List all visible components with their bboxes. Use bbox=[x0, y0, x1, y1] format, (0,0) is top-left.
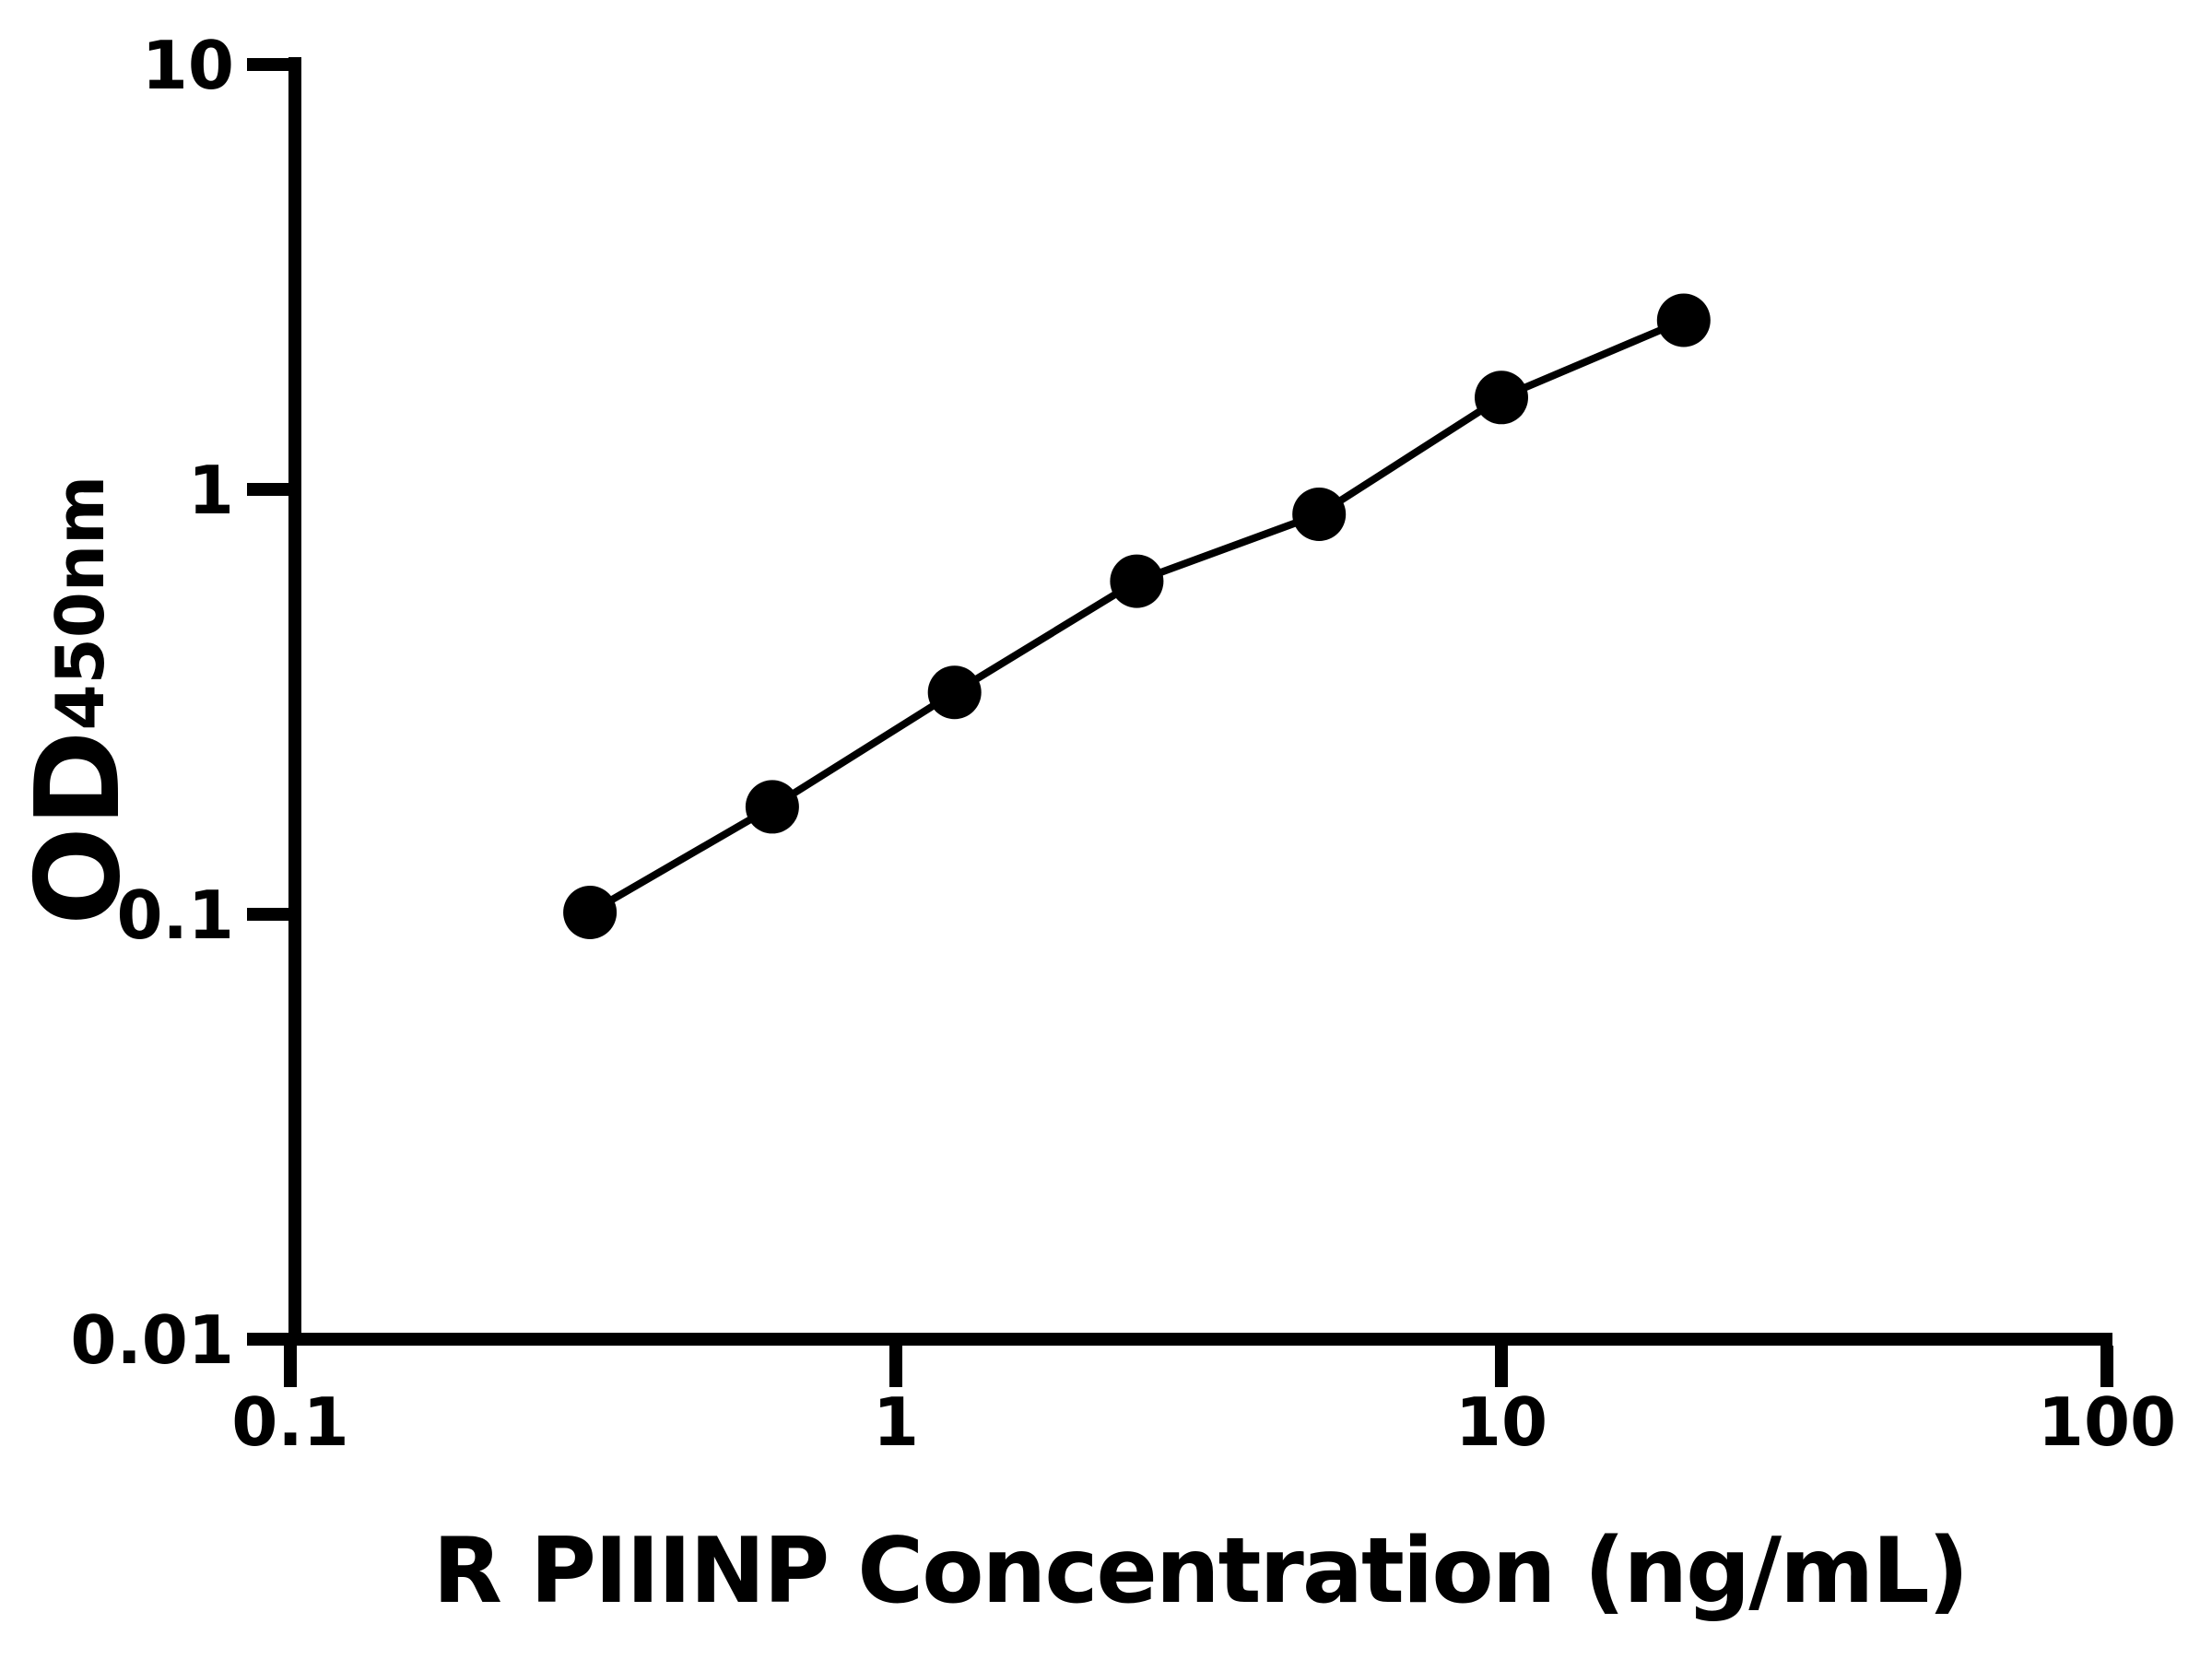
data-point-marker bbox=[1292, 488, 1347, 541]
data-point-marker bbox=[563, 886, 618, 939]
data-point-marker bbox=[1475, 371, 1528, 425]
y-tick-label: 1 bbox=[188, 452, 234, 529]
x-tick-label: 100 bbox=[2038, 1383, 2176, 1461]
x-tick-label: 0.1 bbox=[231, 1383, 349, 1461]
y-tick-label: 0.1 bbox=[116, 877, 234, 954]
data-point-marker bbox=[1656, 293, 1711, 347]
data-point-marker bbox=[745, 780, 799, 834]
data-point-marker bbox=[1110, 554, 1164, 608]
x-tick-label: 10 bbox=[1455, 1383, 1547, 1461]
x-tick-label: 1 bbox=[873, 1383, 919, 1461]
y-axis-title-main: OD bbox=[10, 730, 146, 926]
y-tick-label: 10 bbox=[142, 27, 234, 104]
y-axis-title-subscript: 450nm bbox=[41, 475, 119, 731]
y-tick-label: 0.01 bbox=[70, 1301, 234, 1379]
x-axis-title: R PIIINP Concentration (ng/mL) bbox=[432, 1519, 1970, 1624]
y-axis-title: OD450nm bbox=[10, 424, 146, 977]
data-point-marker bbox=[927, 665, 982, 720]
